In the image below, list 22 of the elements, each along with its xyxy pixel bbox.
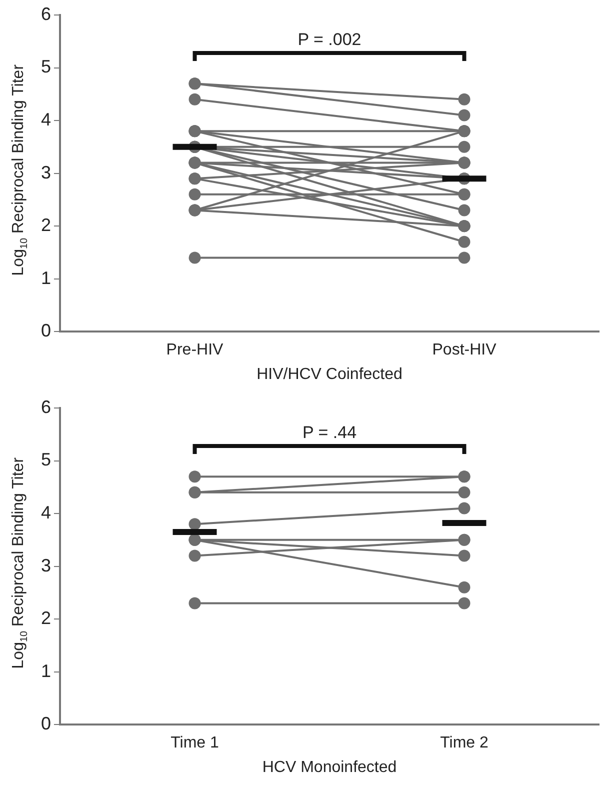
x-axis-title: HIV/HCV Coinfected [256,366,402,383]
x-tick-label: Time 1 [170,734,220,752]
y-tick-label: 0 [40,320,52,341]
x-tick-label: Pre-HIV [166,342,224,359]
y-tick-label: 6 [40,396,52,417]
y-tick-label: 3 [40,162,52,182]
y-tick-label: 5 [40,450,52,470]
y-tick-label: 3 [40,555,52,576]
x-tick-label: Time 2 [440,734,489,752]
y-tick-label: 0 [40,714,52,734]
y-tick-label: 1 [40,268,52,288]
x-axis-title: HCV Monoinfected [262,758,397,776]
annotation: P = .44 [302,423,357,442]
y-tick-label: 4 [40,502,52,522]
y-tick-label: 2 [40,215,52,236]
y-tick-label: 2 [40,608,52,628]
y-tick-label: 6 [40,4,52,24]
y-tick-label: 5 [40,56,52,77]
y-tick-label: 4 [40,110,52,130]
annotation: P = .002 [298,30,362,50]
y-tick-label: 1 [40,660,52,681]
x-tick-label: Post-HIV [432,342,497,359]
